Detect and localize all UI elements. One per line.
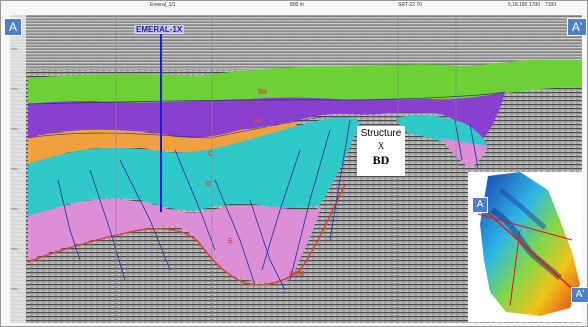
top-tick-4: 5,18,180 1700 — [508, 2, 540, 8]
structure-line-3: BD — [372, 153, 390, 167]
svg-text:3500: 3500 — [11, 247, 18, 251]
top-tick-1: Emeral_1/1 — [150, 2, 176, 8]
top-tick-3: SRT-22 70 — [398, 2, 422, 8]
svg-text:3000: 3000 — [11, 207, 18, 211]
top-tick-5: 7100 — [545, 2, 557, 8]
svg-text:2500: 2500 — [11, 167, 18, 171]
inset-end-label: A' — [571, 287, 588, 303]
layer-bii — [28, 59, 582, 104]
layer-c — [28, 122, 300, 164]
layer-e — [28, 199, 322, 283]
svg-text:1500: 1500 — [11, 87, 18, 91]
horizon-label-d: D — [206, 181, 212, 188]
horizon-label-e: E — [228, 238, 233, 245]
svg-text:2000: 2000 — [11, 127, 18, 131]
depth-axis — [10, 15, 26, 323]
structure-line-2: X — [377, 141, 385, 151]
layer-d — [28, 117, 360, 216]
horizon-label-c: C — [208, 151, 214, 158]
section-start-label: A — [4, 18, 22, 36]
horizon-label-bii: BII — [258, 89, 267, 96]
horizon-label-bsm: BSM — [289, 271, 305, 278]
layer-d-right — [395, 115, 488, 149]
structure-line-1: Structure — [360, 128, 402, 139]
inset-start-label: A — [472, 197, 488, 213]
section-end-label: A' — [567, 18, 587, 36]
structure-callout: Structure X BD — [357, 126, 405, 176]
inset-map — [468, 172, 582, 322]
bsm-horizon — [27, 184, 346, 286]
layer-bi — [28, 92, 505, 140]
svg-text:4000: 4000 — [11, 287, 18, 291]
horizon-label-bi: BI — [254, 118, 261, 125]
svg-text:1000: 1000 — [11, 47, 18, 51]
fault-lines — [57, 119, 479, 291]
well-name: EMERAL-1X — [134, 25, 185, 34]
top-tick-2: 800 m — [290, 2, 304, 8]
